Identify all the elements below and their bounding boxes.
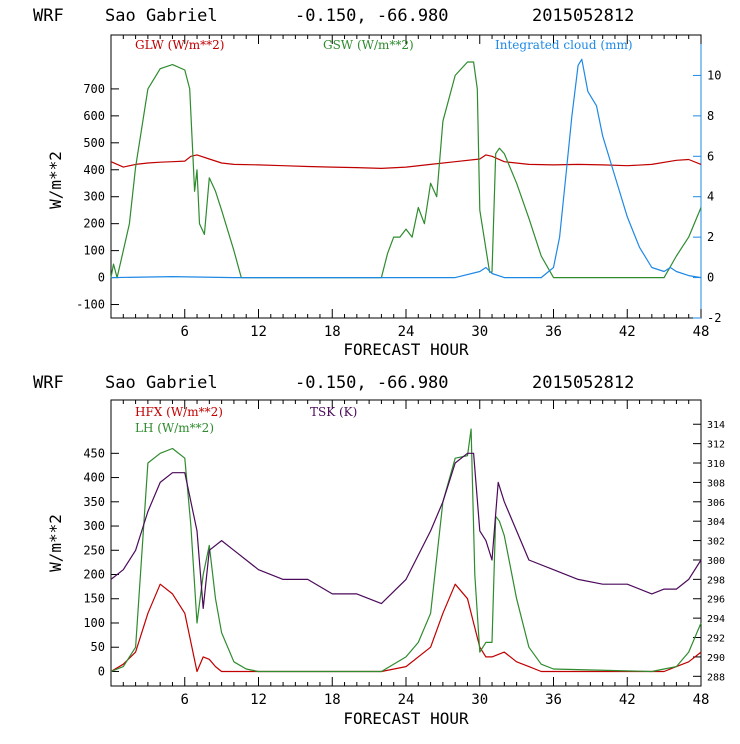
y2-tick-label: 4 <box>707 190 714 204</box>
legend-gsw: GSW (W/m**2) <box>323 38 414 52</box>
panel-2-series <box>110 428 702 673</box>
y-tick-label: 400 <box>83 471 105 485</box>
panel-1-title-coords: -0.150, -66.980 <box>295 6 449 26</box>
y2-tick-label: 314 <box>707 420 725 431</box>
y2-tick-label: 312 <box>707 440 725 451</box>
panel-1: WRF Sao Gabriel -0.150, -66.980 20150528… <box>33 6 721 359</box>
x-tick-label: 36 <box>545 324 562 340</box>
y-tick-label: 300 <box>83 519 105 533</box>
panel-2-title-coords: -0.150, -66.980 <box>295 373 449 393</box>
x-tick-label: 6 <box>181 692 189 708</box>
x-tick-label: 42 <box>619 692 636 708</box>
panel-2-title-wrf: WRF <box>33 373 64 393</box>
y-tick-label: 700 <box>83 82 105 96</box>
x-tick-label: 24 <box>398 324 415 340</box>
x-tick-label: 36 <box>545 692 562 708</box>
x-tick-label: 12 <box>250 692 267 708</box>
panel-1-plot-frame <box>110 34 702 319</box>
panel-2-title-date: 2015052812 <box>532 373 634 393</box>
y-tick-label: 500 <box>83 136 105 150</box>
series-line-integrated <box>110 58 702 279</box>
y-tick-label: 450 <box>83 446 105 460</box>
panel-1-y-axis-label: W/m**2 <box>46 151 65 209</box>
legend-tsk: TSK (K) <box>310 405 357 419</box>
y2-tick-label: 8 <box>707 109 714 123</box>
y2-tick-label: 306 <box>707 498 725 509</box>
panel-1-y2-axis: -2 0 2 4 6 8 10 <box>693 68 721 325</box>
x-tick-label: 18 <box>324 692 341 708</box>
y2-tick-label: 288 <box>707 672 725 683</box>
y2-tick-label: 300 <box>707 556 725 567</box>
y-tick-label: 200 <box>83 568 105 582</box>
series-line-glw <box>110 154 702 169</box>
x-tick-label: 48 <box>693 692 710 708</box>
x-tick-label: 12 <box>250 324 267 340</box>
panel-1-x-axis: 6 12 18 24 30 36 42 48 <box>122 35 710 340</box>
y2-tick-label: 310 <box>707 459 725 470</box>
series-line-lh <box>110 428 702 673</box>
y-tick-label: 250 <box>83 543 105 557</box>
x-tick-label: 24 <box>398 692 415 708</box>
y-tick-label: 200 <box>83 217 105 231</box>
panel-1-x-axis-label: FORECAST HOUR <box>343 340 469 359</box>
panel-2: WRF Sao Gabriel -0.150, -66.980 20150528… <box>33 373 725 728</box>
y-tick-label: 50 <box>91 640 105 654</box>
y2-tick-label: 290 <box>707 653 725 664</box>
panel-2-x-axis: 6 12 18 24 30 36 42 48 <box>122 400 710 708</box>
series-line-tsk <box>110 452 702 610</box>
x-tick-label: 30 <box>471 692 488 708</box>
x-tick-label: 48 <box>693 324 710 340</box>
panel-2-plot-frame <box>110 399 702 687</box>
y2-tick-label: 10 <box>707 68 721 82</box>
panel-2-y-axis: 0 50 100 150 200 250 300 350 400 450 <box>83 446 119 678</box>
legend-hfx: HFX (W/m**2) <box>135 405 223 419</box>
y-tick-label: 0 <box>98 271 105 285</box>
y2-tick-label: 302 <box>707 537 725 548</box>
y2-tick-label: -2 <box>707 311 721 325</box>
panel-1-series <box>110 58 702 279</box>
y2-tick-label: 298 <box>707 575 725 586</box>
panel-1-title-wrf: WRF <box>33 6 64 26</box>
legend-lh: LH (W/m**2) <box>135 421 214 435</box>
y-tick-label: 100 <box>83 616 105 630</box>
y2-tick-label: 292 <box>707 634 725 645</box>
y2-tick-label: 294 <box>707 614 725 625</box>
panel-2-y2-axis: 288 290 292 294 296 298 300 302 304 306 308 310 312 3… <box>693 420 725 683</box>
y-tick-label: 400 <box>83 163 105 177</box>
x-tick-label: 30 <box>471 324 488 340</box>
x-tick-label: 42 <box>619 324 636 340</box>
y2-tick-label: 296 <box>707 595 725 606</box>
y-tick-label: 350 <box>83 495 105 509</box>
panel-2-y-axis-label: W/m**2 <box>46 514 65 572</box>
y-tick-label: 600 <box>83 109 105 123</box>
panel-1-title-location: Sao Gabriel <box>105 6 218 26</box>
panel-1-y-axis: -100 0 100 200 300 400 500 600 700 <box>76 82 119 312</box>
y2-tick-label: 6 <box>707 149 714 163</box>
panel-2-x-axis-label: FORECAST HOUR <box>343 709 469 728</box>
panel-1-title-date: 2015052812 <box>532 6 634 26</box>
y-tick-label: 0 <box>98 664 105 678</box>
x-tick-label: 18 <box>324 324 341 340</box>
y-tick-label: -100 <box>76 298 105 312</box>
x-tick-label: 6 <box>181 324 189 340</box>
y-tick-label: 300 <box>83 190 105 204</box>
series-line-gsw <box>110 61 702 279</box>
y2-tick-label: 2 <box>707 230 714 244</box>
legend-glw: GLW (W/m**2) <box>135 38 224 52</box>
y-tick-label: 150 <box>83 592 105 606</box>
panel-2-title-location: Sao Gabriel <box>105 373 218 393</box>
y-tick-label: 100 <box>83 244 105 258</box>
legend-integrated-cloud: Integrated cloud (mm) <box>495 38 633 52</box>
y2-tick-label: 308 <box>707 478 725 489</box>
series-line-hfx <box>110 583 702 673</box>
y2-tick-label: 304 <box>707 517 725 528</box>
y2-tick-label: 0 <box>707 271 714 285</box>
